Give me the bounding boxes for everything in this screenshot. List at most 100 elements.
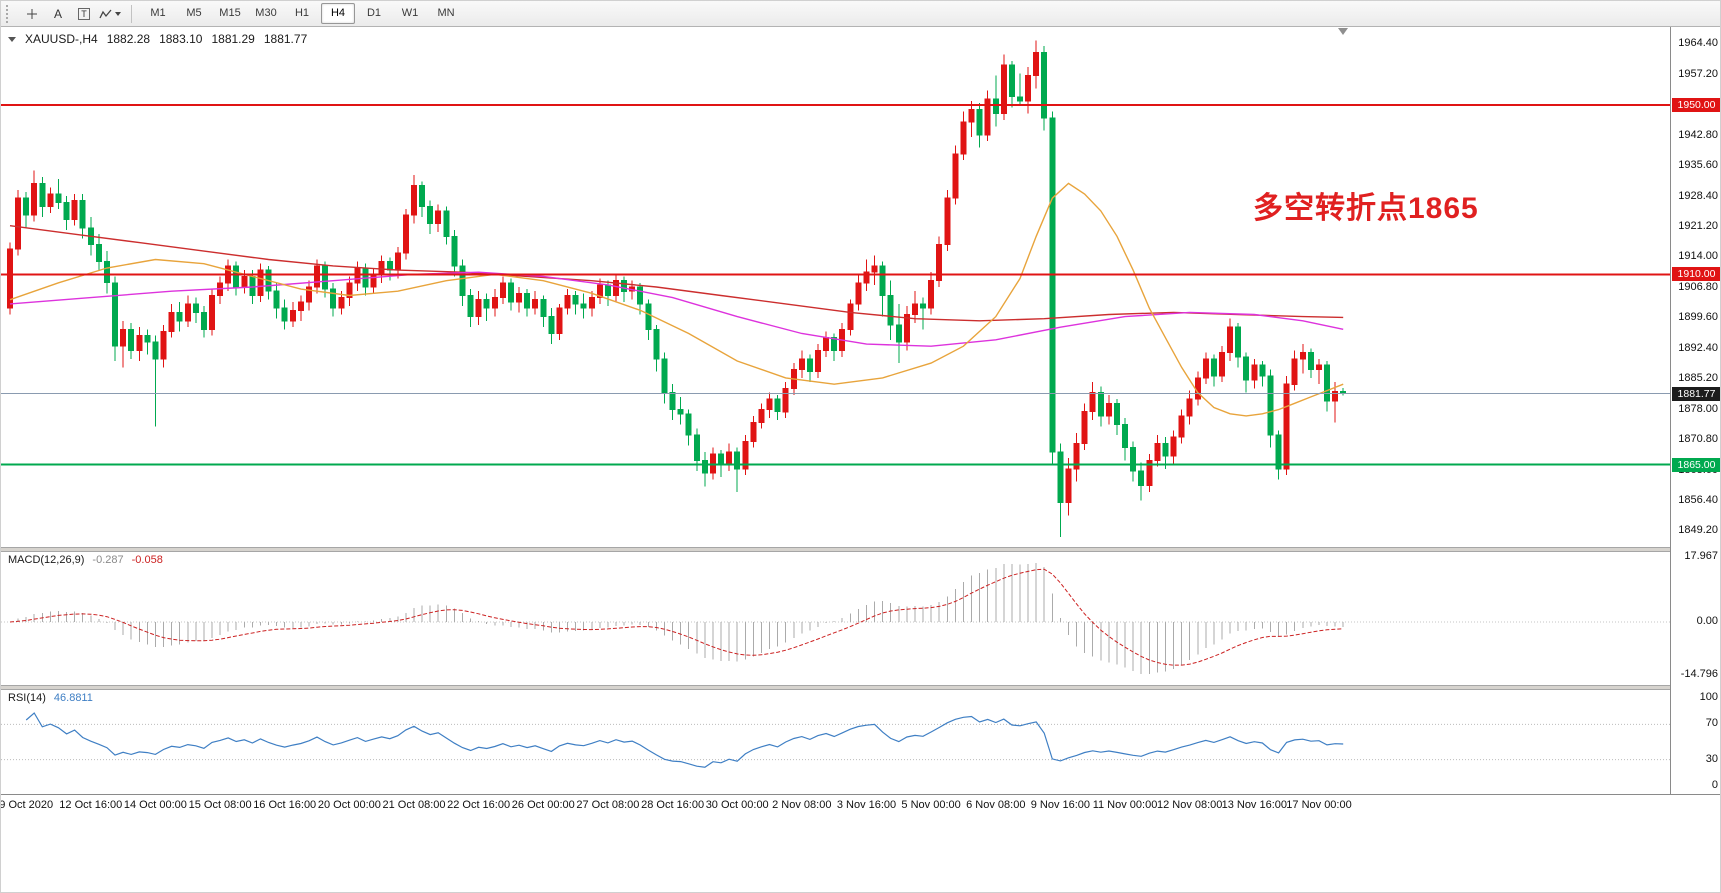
ohlc-open: 1882.28 <box>106 32 151 46</box>
zigzag-icon <box>99 9 112 18</box>
macd-signal-value: -0.058 <box>131 554 163 566</box>
time-tick: 3 Nov 16:00 <box>836 799 897 811</box>
time-tick: 9 Oct 2020 <box>1 799 54 811</box>
time-tick: 12 Oct 16:00 <box>59 799 123 811</box>
insert-text-button[interactable]: A <box>46 3 70 25</box>
ma-magenta <box>9 271 1344 347</box>
rsi-title: RSI(14) <box>8 692 46 704</box>
toolbar-drag-handle[interactable] <box>6 4 12 23</box>
timeframe-m15[interactable]: M15 <box>219 7 241 19</box>
timeframe-group: M1 M5 M15 M30 H1 H4 D1 W1 MN <box>140 3 464 24</box>
time-tick: 17 Nov 00:00 <box>1286 799 1352 811</box>
macd-label: MACD(12,26,9) -0.287 -0.058 <box>8 554 163 566</box>
timeframe-w1[interactable]: W1 <box>401 7 419 19</box>
price-tick: 1885.20 <box>1678 372 1718 385</box>
bid-price-tag: 1881.77 <box>1672 386 1720 401</box>
ohlc-high: 1883.10 <box>159 32 203 46</box>
hline-tag[interactable]: 1910.00 <box>1672 267 1720 282</box>
price-tick: 1921.20 <box>1678 220 1718 232</box>
price-tick: 1957.20 <box>1678 67 1718 80</box>
rsi-panel[interactable]: RSI(14) 46.8811 <box>1 690 1670 794</box>
crosshair-button[interactable] <box>20 3 44 25</box>
price-tick: 1878.00 <box>1678 402 1718 415</box>
price-tick: 1870.80 <box>1678 433 1718 445</box>
rsi-scale-tick: 30 <box>1705 752 1718 765</box>
time-axis[interactable]: 9 Oct 2020 12 Oct 16:00 14 Oct 00:00 15 Oct… <box>1 794 1720 819</box>
insert-label-button[interactable]: T <box>72 3 96 25</box>
price-chart-canvas[interactable] <box>1 27 1670 547</box>
timeframe-h4[interactable]: H4 <box>321 3 355 24</box>
rsi-line <box>25 712 1344 768</box>
timeframe-d1[interactable]: D1 <box>366 7 382 19</box>
rsi-canvas[interactable] <box>1 690 1670 794</box>
price-tick: 1899.60 <box>1678 311 1718 324</box>
price-tick: 1849.20 <box>1678 524 1718 537</box>
crosshair-icon <box>27 8 37 19</box>
time-tick: 5 Nov 00:00 <box>901 799 961 811</box>
rsi-value: 46.8811 <box>53 692 93 704</box>
ohlc-low: 1881.29 <box>211 32 255 46</box>
time-tick: 28 Oct 16:00 <box>641 799 705 811</box>
symbol-label: XAUUSD-,H4 <box>25 32 98 46</box>
time-tick: 22 Oct 16:00 <box>447 799 511 811</box>
time-tick: 6 Nov 08:00 <box>966 799 1026 811</box>
hline-tag[interactable]: 1865.00 <box>1672 457 1720 472</box>
macd-main-value: -0.287 <box>92 554 124 566</box>
price-tick: 1928.40 <box>1678 189 1718 202</box>
toolbar-separator <box>131 4 132 23</box>
ma-overlays-layer <box>9 182 1344 417</box>
macd-signal-line <box>9 568 1344 666</box>
macd-scale-tick: 17.967 <box>1684 550 1718 563</box>
macd-title: MACD(12,26,9) <box>8 554 85 566</box>
ohlc-close: 1881.77 <box>263 32 308 46</box>
price-tick: 1935.60 <box>1678 159 1718 172</box>
timeframe-m30[interactable]: M30 <box>255 7 277 19</box>
price-tick: 1856.40 <box>1678 493 1718 506</box>
rsi-scale-tick: 100 <box>1699 691 1718 703</box>
rsi-scale-tick: 70 <box>1705 717 1718 730</box>
rsi-label: RSI(14) 46.8811 <box>8 692 93 704</box>
panel-splitter-rsi[interactable] <box>1 685 1720 690</box>
time-tick: 30 Oct 00:00 <box>705 799 769 811</box>
panel-splitter-macd[interactable] <box>1 547 1720 552</box>
time-tick: 9 Nov 16:00 <box>1030 799 1091 811</box>
time-tick: 12 Nov 08:00 <box>1156 799 1223 811</box>
chart-shift-icon[interactable] <box>1338 28 1348 35</box>
price-tick: 1964.40 <box>1678 37 1718 50</box>
objects-dropdown-button[interactable] <box>98 3 122 25</box>
timeframe-mn[interactable]: MN <box>437 7 455 19</box>
label-icon: T <box>78 7 90 20</box>
chart-annotation[interactable]: 多空转折点1865 <box>1253 192 1479 225</box>
time-tick: 15 Oct 08:00 <box>188 799 252 811</box>
macd-panel[interactable]: MACD(12,26,9) -0.287 -0.058 <box>1 552 1670 685</box>
toolbar: A T M1 M5 M15 M30 H1 H4 D1 W1 MN <box>1 1 1720 27</box>
time-tick: 16 Oct 16:00 <box>253 799 317 811</box>
main-chart-panel[interactable]: XAUUSD-,H4 1882.28 1883.10 1881.29 1881.… <box>1 27 1670 547</box>
timeframe-m5[interactable]: M5 <box>186 7 202 19</box>
time-tick: 2 Nov 08:00 <box>772 799 832 811</box>
price-scale[interactable]: 1964.40 1957.20 1950.00 1942.80 1935.60 1928.… <box>1670 27 1720 794</box>
caret-down-icon <box>115 11 121 16</box>
time-tick: 21 Oct 08:00 <box>382 799 446 811</box>
timeframe-m1[interactable]: M1 <box>150 7 166 19</box>
macd-scale-tick: 0.00 <box>1696 615 1718 627</box>
price-tick: 1914.00 <box>1678 250 1718 263</box>
price-tick: 1906.80 <box>1678 280 1718 293</box>
rsi-scale-tick: 0 <box>1711 779 1718 791</box>
symbol-header: XAUUSD-,H4 1882.28 1883.10 1881.29 1881.… <box>8 32 307 46</box>
hline-tag[interactable]: 1950.00 <box>1672 98 1720 113</box>
price-tick: 1892.40 <box>1678 341 1718 354</box>
symbol-arrow-icon[interactable] <box>8 36 16 42</box>
ma-orange <box>9 182 1344 417</box>
price-tick: 1942.80 <box>1678 128 1718 141</box>
time-tick: 14 Oct 00:00 <box>123 799 187 811</box>
time-tick: 20 Oct 00:00 <box>317 799 381 811</box>
macd-canvas[interactable] <box>1 552 1670 685</box>
candles-layer <box>7 40 1347 537</box>
text-icon: A <box>53 6 62 21</box>
time-tick: 11 Nov 00:00 <box>1092 799 1158 811</box>
ma-red <box>9 225 1344 322</box>
timeframe-h1[interactable]: H1 <box>294 7 310 19</box>
time-tick: 26 Oct 00:00 <box>511 799 575 811</box>
